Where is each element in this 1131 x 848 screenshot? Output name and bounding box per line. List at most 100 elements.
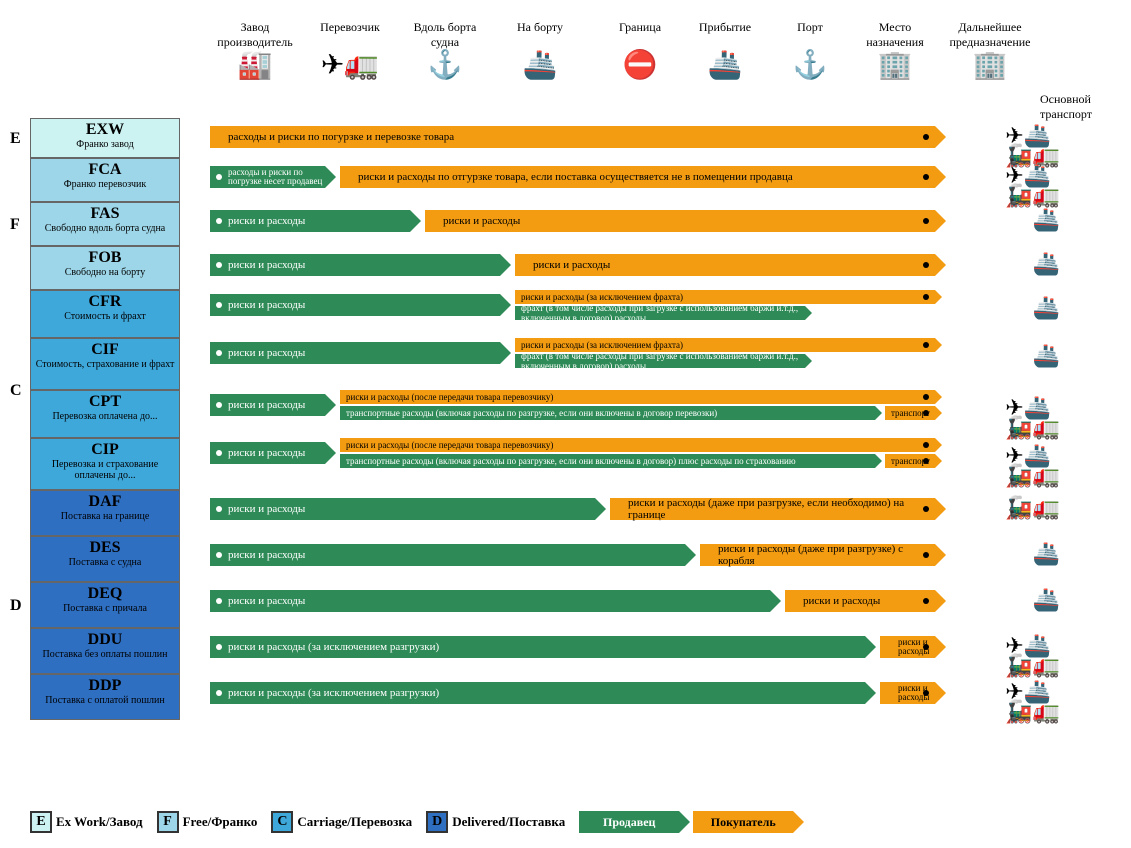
transport-icon: 🚢 [1033, 254, 1060, 274]
cost-bar: риски и расходы [210, 342, 500, 364]
cost-bar: риски и расходы по отгурзке товара, если… [340, 166, 935, 188]
term-box-FOB: FOBСвободно на борту [30, 246, 180, 290]
bar-row-FCA: расходы и риски по погрузке несет продав… [210, 158, 950, 202]
transport-icon: ✈🚢 🚂🚛 [1005, 126, 1060, 166]
term-box-EXW: EXWФранко завод [30, 118, 180, 158]
bar-row-FAS: риски и расходыриски и расходы🚢 [210, 202, 950, 246]
cost-bar: риски и расходы [785, 590, 935, 612]
cost-bar: транспорт [885, 406, 935, 420]
stage-header: Место назначения🏢 [850, 20, 940, 80]
term-desc: Поставка с причала [33, 603, 177, 614]
cost-bar: риски и расходы [210, 210, 410, 232]
term-desc: Перевозка и страхование оплачены до... [33, 459, 177, 481]
cost-bar: расходы и риски по погрузке несет продав… [210, 166, 325, 188]
legend-item: DDelivered/Поставка [426, 811, 565, 833]
term-desc: Стоимость, страхование и фрахт [33, 359, 177, 370]
legend-arrow: Продавец [579, 811, 679, 833]
cost-bar: фрахт (в том числе расходы при загрузке … [515, 306, 805, 320]
term-code: FAS [33, 205, 177, 223]
legend-box: E [30, 811, 52, 833]
bar-row-CPT: риски и расходыриски и расходы (после пе… [210, 390, 950, 438]
cost-bar: риски и расходы [210, 544, 685, 566]
stage-header: На борту🚢 [495, 20, 585, 80]
bar-row-DAF: риски и расходы риски и расходы (даже при… [210, 490, 950, 536]
bar-row-CIF: риски и расходы риски и расходы (за исклю… [210, 338, 950, 390]
term-desc: Свободно на борту [33, 267, 177, 278]
stage-header: Завод производитель🏭 [210, 20, 300, 80]
transport-icon: 🚢 [1033, 346, 1060, 366]
stage-header: Вдоль борта судна⚓ [400, 20, 490, 80]
bar-row-CFR: риски и расходыриски и расходы (за исклю… [210, 290, 950, 338]
stage-header: Перевозчик✈🚛 [305, 20, 395, 80]
term-code: DEQ [33, 585, 177, 603]
bar-row-CIP: риски и расходы риски и расходы (после пе… [210, 438, 950, 490]
legend-item: CCarriage/Перевозка [271, 811, 412, 833]
stage-header: Порт⚓ [765, 20, 855, 80]
legend: EEx Work/Завод FFree/Франко CCarriage/Пере… [30, 811, 1100, 833]
term-box-FAS: FASСвободно вдоль борта судна [30, 202, 180, 246]
group-letter-C: C [10, 382, 22, 400]
term-code: DAF [33, 493, 177, 511]
term-box-DDP: DDPПоставка с оплатой пошлин [30, 674, 180, 720]
term-code: CFR [33, 293, 177, 311]
cost-bar: риски и расходы [210, 254, 500, 276]
term-desc: Франко завод [33, 139, 177, 150]
term-code: CIP [33, 441, 177, 459]
term-code: DES [33, 539, 177, 557]
term-box-CIP: CIPПеревозка и страхование оплачены до..… [30, 438, 180, 490]
legend-item: FFree/Франко [157, 811, 258, 833]
cost-bar: риски и расходы (за исключением фрахта) [515, 338, 935, 352]
term-box-DEQ: DEQПоставка с причала [30, 582, 180, 628]
bar-row-DES: риски и расходы риски и расходы (даже при… [210, 536, 950, 582]
cost-bar: риски и расходы (даже при разгрузке) с к… [700, 544, 935, 566]
transport-icon: 🚢 [1033, 298, 1060, 318]
term-box-FCA: FCAФранко перевозчик [30, 158, 180, 202]
term-box-DAF: DAFПоставка на границе [30, 490, 180, 536]
cost-bar: транспортные расходы (включая расходы по… [340, 406, 875, 420]
cost-bar: расходы и риски по погурзке и перевозке … [210, 126, 935, 148]
cost-bar: риски и расходы (за исключением фрахта) [515, 290, 935, 304]
term-box-CFR: CFRСтоимость и фрахт [30, 290, 180, 338]
transport-icon: ✈🚢 🚂🚛 [1005, 636, 1060, 676]
bar-row-DEQ: риски и расходыриски и расходы🚢 [210, 582, 950, 628]
group-letter-E: E [10, 130, 21, 148]
main-transport-label: Основнойтранспорт [1040, 92, 1120, 122]
stage-header: Дальнейшее предназначение🏢 [945, 20, 1035, 80]
transport-icon: 🚢 [1033, 544, 1060, 564]
term-box-CIF: CIFСтоимость, страхование и фрахт [30, 338, 180, 390]
group-letter-F: F [10, 216, 20, 234]
cost-bar: риски и расходы [210, 442, 325, 464]
cost-bar: риски и расходы (после передачи товара п… [340, 390, 935, 404]
cost-bar: риски и расходы [210, 498, 595, 520]
term-desc: Поставка с судна [33, 557, 177, 568]
term-desc: Свободно вдоль борта судна [33, 223, 177, 234]
transport-icon: ✈🚢 🚂🚛 [1005, 446, 1060, 486]
cost-bar: риски и расходы (после передачи товара п… [340, 438, 935, 452]
term-box-DES: DESПоставка с судна [30, 536, 180, 582]
term-box-CPT: CPTПеревозка оплачена до... [30, 390, 180, 438]
legend-arrow: Покупатель [693, 811, 793, 833]
term-desc: Франко перевозчик [33, 179, 177, 190]
cost-bar: риски и расходы (за исключением разгрузк… [210, 682, 865, 704]
term-desc: Стоимость и фрахт [33, 311, 177, 322]
cost-bar: фрахт (в том числе расходы при загрузке … [515, 354, 805, 368]
bar-row-EXW: расходы и риски по погурзке и перевозке … [210, 118, 950, 158]
cost-bar: риски и расходы [880, 636, 935, 658]
term-code: EXW [33, 121, 177, 139]
term-code: DDP [33, 677, 177, 695]
legend-box: D [426, 811, 448, 833]
cost-bar: транспортные расходы (включая расходы по… [340, 454, 875, 468]
transport-icon: ✈🚢 🚂🚛 [1005, 682, 1060, 722]
transport-icon: ✈🚢 🚂🚛 [1005, 398, 1060, 438]
stage-header: Прибытие🚢 [680, 20, 770, 80]
term-code: FCA [33, 161, 177, 179]
transport-icon: 🚢 [1033, 590, 1060, 610]
term-desc: Поставка с оплатой пошлин [33, 695, 177, 706]
term-desc: Перевозка оплачена до... [33, 411, 177, 422]
term-code: CIF [33, 341, 177, 359]
stage-headers: Завод производитель🏭Перевозчик✈🚛Вдоль бо… [210, 20, 1120, 110]
legend-label: Ex Work/Завод [56, 814, 143, 830]
group-letter-D: D [10, 597, 22, 615]
cost-bar: риски и расходы (даже при разгрузке, есл… [610, 498, 935, 520]
cost-bar: риски и расходы [210, 590, 770, 612]
